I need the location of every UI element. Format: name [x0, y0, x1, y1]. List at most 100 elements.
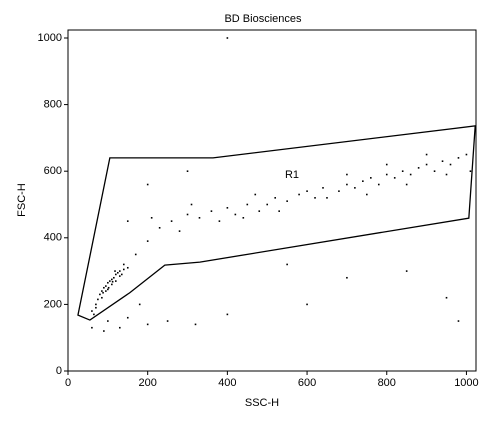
- event-dot: [385, 163, 388, 166]
- event-dot: [134, 253, 137, 256]
- gate-label: R1: [285, 169, 299, 181]
- event-dot: [146, 323, 149, 326]
- event-dot: [226, 37, 229, 39]
- event-dot: [274, 197, 276, 199]
- event-dot: [226, 207, 229, 209]
- event-dot: [99, 293, 101, 296]
- event-dot: [425, 153, 428, 156]
- event-dot: [122, 268, 125, 271]
- event-dot: [266, 203, 269, 206]
- event-dot: [346, 173, 348, 176]
- event-dot: [107, 286, 110, 289]
- y-tick-label: 200: [44, 298, 62, 310]
- event-dot: [111, 280, 114, 283]
- event-dot: [178, 230, 181, 232]
- event-dot: [115, 280, 117, 282]
- event-dot: [113, 276, 115, 279]
- event-dot: [234, 213, 237, 216]
- event-dot: [186, 170, 189, 172]
- event-dot: [286, 200, 288, 202]
- event-dot: [103, 330, 105, 332]
- event-dot: [146, 240, 149, 242]
- event-dot: [246, 203, 249, 206]
- event-dot: [117, 271, 119, 274]
- event-dot: [150, 217, 153, 219]
- x-tick-label: 800: [378, 377, 396, 389]
- event-dot: [194, 323, 197, 326]
- event-dot: [425, 163, 428, 166]
- event-dot: [138, 303, 141, 306]
- event-dot: [118, 275, 121, 277]
- event-dot: [146, 183, 149, 186]
- event-dot: [170, 220, 173, 222]
- event-dot: [114, 270, 116, 272]
- event-dot: [457, 320, 460, 322]
- event-dot: [409, 173, 412, 176]
- x-tick-label: 200: [139, 377, 157, 389]
- event-dot: [109, 280, 111, 282]
- event-dot: [122, 263, 125, 266]
- event-dot: [433, 170, 436, 172]
- event-dot: [107, 320, 109, 322]
- event-dot: [218, 220, 221, 222]
- chart-title: BD Biosciences: [224, 13, 302, 25]
- event-dot: [326, 197, 328, 199]
- event-dot: [210, 210, 213, 212]
- event-dot: [338, 190, 340, 192]
- event-dot: [158, 227, 161, 229]
- event-dot: [226, 313, 229, 316]
- y-axis-label: FSC-H: [16, 183, 28, 217]
- event-dot: [198, 217, 201, 219]
- event-dot: [354, 187, 356, 189]
- y-tick-label: 400: [44, 232, 62, 244]
- event-dot: [190, 203, 193, 206]
- event-dot: [126, 316, 129, 319]
- event-dot: [107, 288, 109, 291]
- x-tick-label: 0: [65, 377, 71, 389]
- x-tick-label: 600: [298, 377, 316, 389]
- event-dot: [405, 270, 408, 272]
- event-dot: [465, 153, 468, 156]
- event-dot: [385, 173, 388, 176]
- event-dot: [417, 167, 420, 169]
- y-tick-label: 0: [56, 365, 62, 377]
- event-dot: [449, 163, 452, 166]
- event-dot: [102, 291, 104, 294]
- event-dot: [126, 266, 129, 269]
- event-dot: [186, 213, 189, 216]
- event-dot: [346, 183, 348, 186]
- event-dot: [306, 190, 308, 192]
- event-dot: [95, 303, 97, 306]
- event-dot: [118, 270, 121, 272]
- x-tick-label: 400: [218, 377, 236, 389]
- event-dot: [103, 286, 105, 289]
- event-dot: [242, 217, 245, 219]
- event-dot: [377, 183, 380, 186]
- event-dot: [393, 177, 396, 179]
- event-dot: [306, 303, 308, 306]
- event-dot: [278, 210, 280, 212]
- event-dot: [370, 177, 372, 179]
- event-dot: [120, 273, 123, 276]
- event-dot: [97, 298, 99, 301]
- event-dot: [101, 296, 103, 299]
- event-dot: [441, 160, 444, 163]
- event-dot: [111, 283, 113, 286]
- event-dot: [95, 306, 97, 309]
- event-dot: [298, 193, 300, 196]
- event-dot: [362, 180, 364, 182]
- event-dot: [115, 273, 117, 276]
- event-dot: [166, 320, 169, 322]
- event-dot: [405, 183, 408, 186]
- plot-frame: [67, 29, 477, 372]
- event-dot: [93, 313, 95, 316]
- event-dot: [457, 157, 460, 159]
- event-dot: [258, 210, 261, 212]
- y-tick-label: 600: [44, 165, 62, 177]
- event-dot: [469, 170, 472, 172]
- event-dot: [126, 220, 129, 222]
- event-dot: [445, 296, 448, 299]
- event-dot: [91, 310, 93, 312]
- event-dot: [254, 193, 257, 196]
